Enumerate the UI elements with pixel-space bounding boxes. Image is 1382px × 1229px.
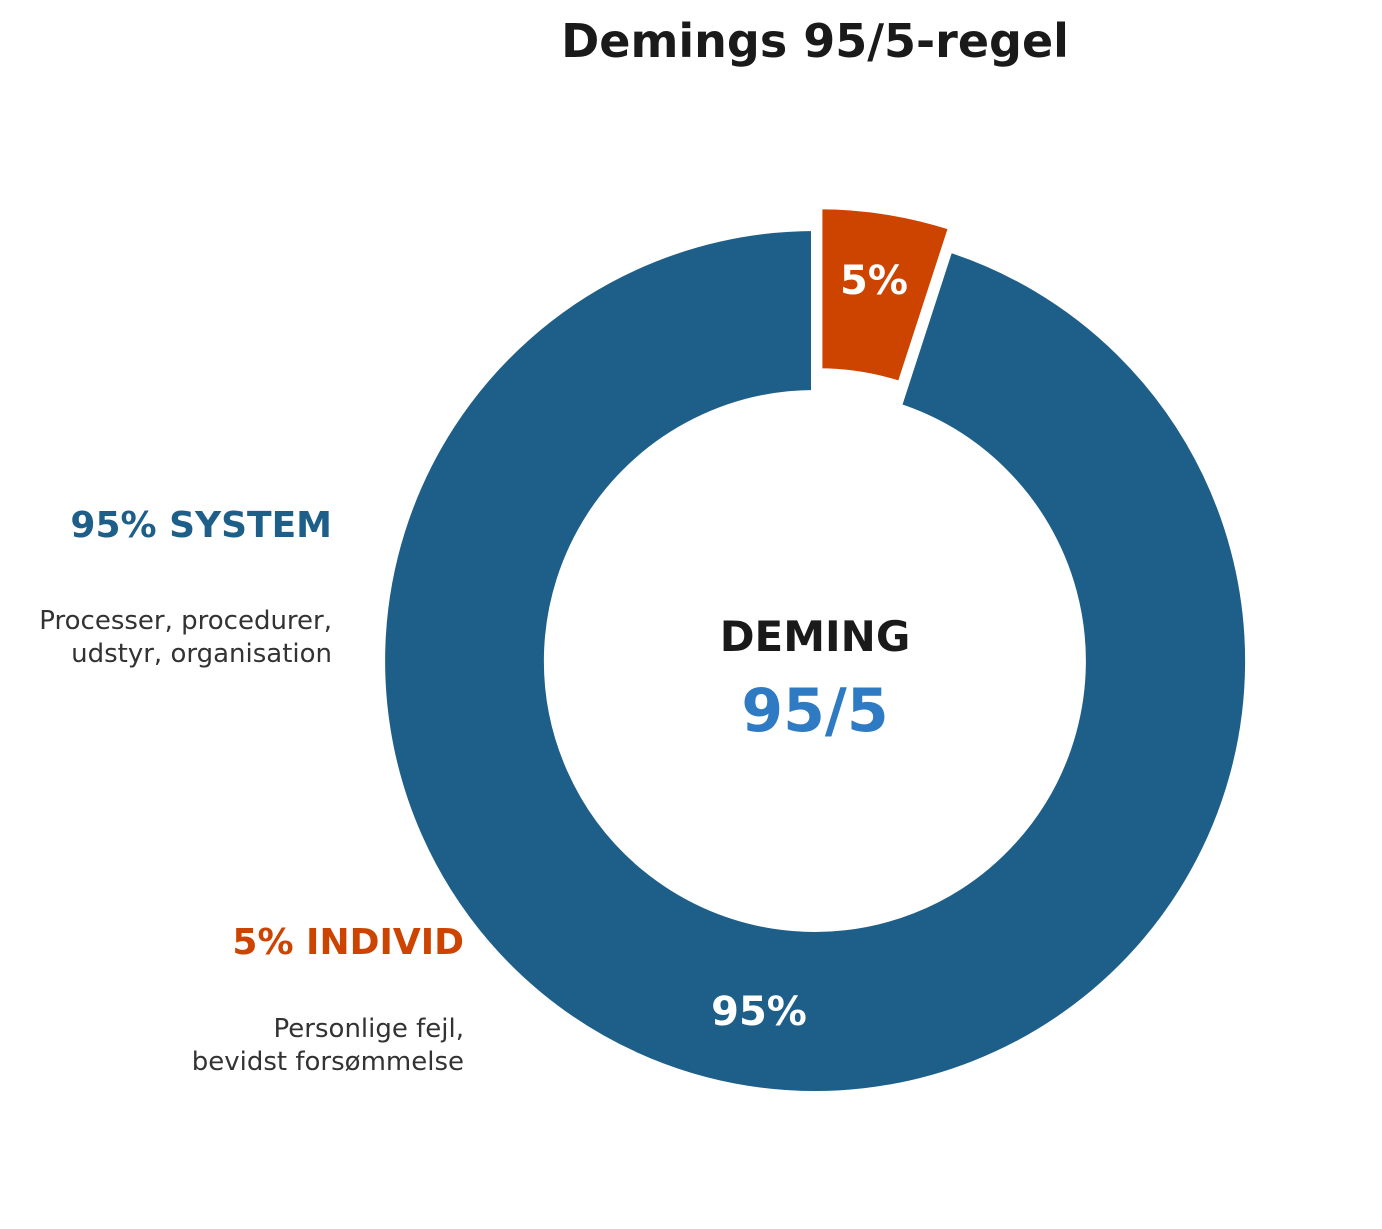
- segment-system: [377, 222, 1254, 1099]
- segment-individ: [814, 201, 958, 391]
- segment-label-individ: 5%: [840, 258, 908, 304]
- center-title: DEMING: [719, 612, 911, 661]
- system-desc-line1: Processer, procedurer,: [39, 606, 332, 636]
- individ-desc-line1: Personlige fejl,: [273, 1014, 464, 1044]
- individ-desc-line2: bevidst forsømmelse: [191, 1047, 464, 1077]
- segment-label-system: 95%: [711, 989, 807, 1035]
- system-heading: 95% SYSTEM: [70, 505, 332, 546]
- individ-heading: 5% INDIVID: [232, 922, 464, 963]
- system-desc-line2: udstyr, organisation: [71, 639, 332, 669]
- center-value: 95/5: [741, 676, 889, 746]
- chart-title: Demings 95/5-regel: [561, 14, 1069, 68]
